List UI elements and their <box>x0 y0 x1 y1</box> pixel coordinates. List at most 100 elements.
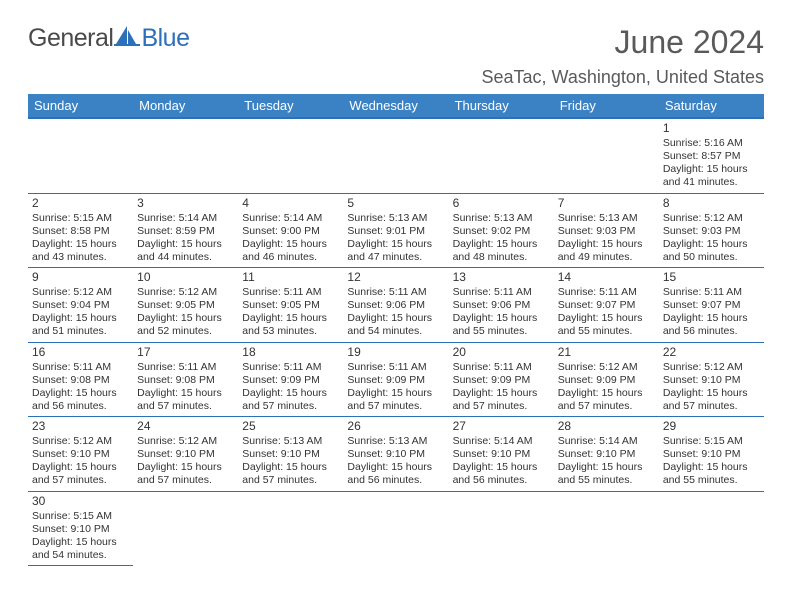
sunset-text: Sunset: 9:10 PM <box>558 448 655 461</box>
sunset-text: Sunset: 9:07 PM <box>558 299 655 312</box>
daylight-text: Daylight: 15 hours and 53 minutes. <box>242 312 339 338</box>
sunset-text: Sunset: 9:00 PM <box>242 225 339 238</box>
day-number: 8 <box>663 196 760 211</box>
calendar-cell: 27Sunrise: 5:14 AMSunset: 9:10 PMDayligh… <box>449 417 554 492</box>
daylight-text: Daylight: 15 hours and 57 minutes. <box>242 461 339 487</box>
calendar-cell: 15Sunrise: 5:11 AMSunset: 9:07 PMDayligh… <box>659 268 764 343</box>
day-number: 18 <box>242 345 339 360</box>
daylight-text: Daylight: 15 hours and 57 minutes. <box>663 387 760 413</box>
daylight-text: Daylight: 15 hours and 47 minutes. <box>347 238 444 264</box>
sunset-text: Sunset: 9:10 PM <box>242 448 339 461</box>
day-number: 25 <box>242 419 339 434</box>
calendar-cell: 28Sunrise: 5:14 AMSunset: 9:10 PMDayligh… <box>554 417 659 492</box>
calendar-cell <box>449 118 554 193</box>
day-number: 12 <box>347 270 444 285</box>
day-number: 24 <box>137 419 234 434</box>
sunset-text: Sunset: 8:58 PM <box>32 225 129 238</box>
month-title: June 2024 <box>482 24 765 61</box>
calendar-cell: 21Sunrise: 5:12 AMSunset: 9:09 PMDayligh… <box>554 342 659 417</box>
sunrise-text: Sunrise: 5:11 AM <box>453 361 550 374</box>
day-number: 28 <box>558 419 655 434</box>
sunset-text: Sunset: 9:05 PM <box>242 299 339 312</box>
day-number: 30 <box>32 494 129 509</box>
sunrise-text: Sunrise: 5:13 AM <box>347 435 444 448</box>
calendar-cell: 26Sunrise: 5:13 AMSunset: 9:10 PMDayligh… <box>343 417 448 492</box>
daylight-text: Daylight: 15 hours and 57 minutes. <box>347 387 444 413</box>
sail-icon <box>114 24 140 53</box>
daylight-text: Daylight: 15 hours and 55 minutes. <box>558 461 655 487</box>
logo-text-general: General <box>28 24 113 53</box>
sunset-text: Sunset: 9:03 PM <box>663 225 760 238</box>
day-header: Wednesday <box>343 94 448 118</box>
daylight-text: Daylight: 15 hours and 55 minutes. <box>453 312 550 338</box>
daylight-text: Daylight: 15 hours and 57 minutes. <box>558 387 655 413</box>
calendar-cell <box>554 491 659 566</box>
calendar-cell: 16Sunrise: 5:11 AMSunset: 9:08 PMDayligh… <box>28 342 133 417</box>
logo: General Blue <box>28 24 190 53</box>
calendar-cell: 7Sunrise: 5:13 AMSunset: 9:03 PMDaylight… <box>554 193 659 268</box>
header: General Blue June 2024 SeaTac, Washingto… <box>28 24 764 88</box>
calendar-cell: 20Sunrise: 5:11 AMSunset: 9:09 PMDayligh… <box>449 342 554 417</box>
calendar-cell: 10Sunrise: 5:12 AMSunset: 9:05 PMDayligh… <box>133 268 238 343</box>
daylight-text: Daylight: 15 hours and 57 minutes. <box>242 387 339 413</box>
day-number: 14 <box>558 270 655 285</box>
sunrise-text: Sunrise: 5:11 AM <box>242 286 339 299</box>
calendar-cell <box>133 491 238 566</box>
sunset-text: Sunset: 8:57 PM <box>663 150 760 163</box>
day-header: Saturday <box>659 94 764 118</box>
sunrise-text: Sunrise: 5:14 AM <box>453 435 550 448</box>
sunrise-text: Sunrise: 5:14 AM <box>137 212 234 225</box>
day-number: 15 <box>663 270 760 285</box>
calendar-cell: 11Sunrise: 5:11 AMSunset: 9:05 PMDayligh… <box>238 268 343 343</box>
sunset-text: Sunset: 9:03 PM <box>558 225 655 238</box>
calendar-cell: 13Sunrise: 5:11 AMSunset: 9:06 PMDayligh… <box>449 268 554 343</box>
calendar-cell: 9Sunrise: 5:12 AMSunset: 9:04 PMDaylight… <box>28 268 133 343</box>
daylight-text: Daylight: 15 hours and 49 minutes. <box>558 238 655 264</box>
calendar-cell <box>238 118 343 193</box>
calendar-cell: 25Sunrise: 5:13 AMSunset: 9:10 PMDayligh… <box>238 417 343 492</box>
calendar-cell: 30Sunrise: 5:15 AMSunset: 9:10 PMDayligh… <box>28 491 133 566</box>
day-number: 20 <box>453 345 550 360</box>
sunrise-text: Sunrise: 5:15 AM <box>32 510 129 523</box>
calendar-cell: 18Sunrise: 5:11 AMSunset: 9:09 PMDayligh… <box>238 342 343 417</box>
daylight-text: Daylight: 15 hours and 48 minutes. <box>453 238 550 264</box>
calendar-cell <box>343 118 448 193</box>
daylight-text: Daylight: 15 hours and 57 minutes. <box>137 387 234 413</box>
sunrise-text: Sunrise: 5:11 AM <box>242 361 339 374</box>
sunset-text: Sunset: 9:02 PM <box>453 225 550 238</box>
calendar-cell <box>343 491 448 566</box>
sunrise-text: Sunrise: 5:12 AM <box>663 212 760 225</box>
day-number: 7 <box>558 196 655 211</box>
sunrise-text: Sunrise: 5:12 AM <box>663 361 760 374</box>
calendar-cell: 14Sunrise: 5:11 AMSunset: 9:07 PMDayligh… <box>554 268 659 343</box>
calendar-cell: 5Sunrise: 5:13 AMSunset: 9:01 PMDaylight… <box>343 193 448 268</box>
sunrise-text: Sunrise: 5:13 AM <box>453 212 550 225</box>
calendar-cell: 2Sunrise: 5:15 AMSunset: 8:58 PMDaylight… <box>28 193 133 268</box>
sunset-text: Sunset: 9:01 PM <box>347 225 444 238</box>
calendar-cell: 1Sunrise: 5:16 AMSunset: 8:57 PMDaylight… <box>659 118 764 193</box>
calendar-cell: 22Sunrise: 5:12 AMSunset: 9:10 PMDayligh… <box>659 342 764 417</box>
sunset-text: Sunset: 9:09 PM <box>453 374 550 387</box>
sunset-text: Sunset: 9:10 PM <box>32 448 129 461</box>
day-number: 19 <box>347 345 444 360</box>
calendar-cell: 8Sunrise: 5:12 AMSunset: 9:03 PMDaylight… <box>659 193 764 268</box>
location: SeaTac, Washington, United States <box>482 67 765 88</box>
daylight-text: Daylight: 15 hours and 54 minutes. <box>32 536 129 562</box>
day-number: 2 <box>32 196 129 211</box>
daylight-text: Daylight: 15 hours and 51 minutes. <box>32 312 129 338</box>
daylight-text: Daylight: 15 hours and 55 minutes. <box>663 461 760 487</box>
sunset-text: Sunset: 9:10 PM <box>32 523 129 536</box>
calendar-cell <box>133 118 238 193</box>
day-number: 4 <box>242 196 339 211</box>
sunset-text: Sunset: 9:06 PM <box>347 299 444 312</box>
day-number: 23 <box>32 419 129 434</box>
calendar-row: 16Sunrise: 5:11 AMSunset: 9:08 PMDayligh… <box>28 342 764 417</box>
daylight-text: Daylight: 15 hours and 43 minutes. <box>32 238 129 264</box>
calendar-cell <box>449 491 554 566</box>
day-number: 17 <box>137 345 234 360</box>
sunset-text: Sunset: 9:10 PM <box>137 448 234 461</box>
calendar-cell: 3Sunrise: 5:14 AMSunset: 8:59 PMDaylight… <box>133 193 238 268</box>
sunset-text: Sunset: 9:10 PM <box>453 448 550 461</box>
day-number: 11 <box>242 270 339 285</box>
sunrise-text: Sunrise: 5:13 AM <box>558 212 655 225</box>
